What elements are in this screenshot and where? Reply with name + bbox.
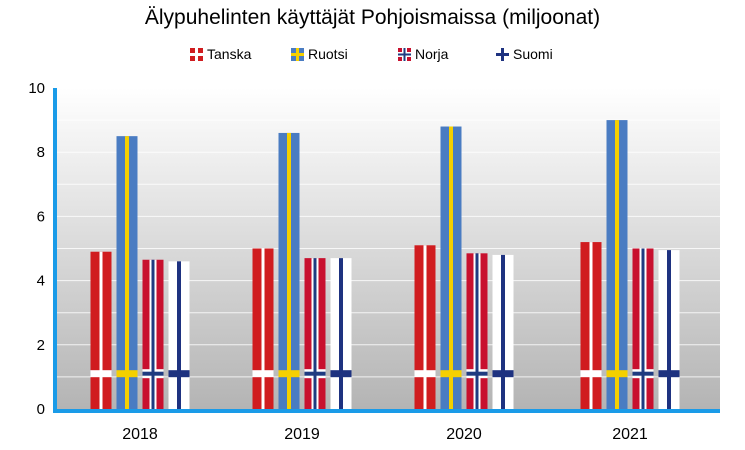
norway-flag-icon <box>398 47 411 61</box>
bar-cross-v <box>423 245 427 409</box>
sweden-flag-icon <box>291 47 304 61</box>
bar-sweden-2018 <box>116 136 138 409</box>
bar-finland-2020 <box>492 254 514 409</box>
denmark-flag-icon <box>190 47 203 61</box>
bar-sweden-2021 <box>606 120 628 409</box>
x-axis-line <box>53 409 720 413</box>
y-tick-labels: 0 2 4 6 8 10 <box>28 80 45 418</box>
bar-cross-v <box>615 120 619 409</box>
bar-sweden-2019 <box>278 132 300 409</box>
bar-cross-h <box>440 370 462 378</box>
bar-cross-h <box>330 370 352 378</box>
y-tick-label: 0 <box>37 401 45 418</box>
y-tick-label: 2 <box>37 337 45 354</box>
bar-cross-v-inner <box>151 259 155 409</box>
bar-denmark-2018 <box>90 251 112 409</box>
bar-cross-h <box>414 370 436 378</box>
bar-cross-v <box>177 261 181 409</box>
bar-cross-v <box>501 254 505 409</box>
legend: Tanska Ruotsi Norja Suomi <box>0 46 745 66</box>
bar-cross-h <box>168 370 190 378</box>
legend-label-norja: Norja <box>415 46 449 62</box>
axes <box>53 88 720 413</box>
legend-item-tanska: Tanska <box>190 46 251 62</box>
bar-cross-v-inner <box>313 258 317 409</box>
bar-cross-v <box>589 242 593 409</box>
bar-cross-v <box>99 251 103 409</box>
bar-denmark-2019 <box>252 248 274 409</box>
bar-finland-2018 <box>168 261 190 409</box>
legend-item-norja: Norja <box>398 46 448 62</box>
x-tick-label: 2019 <box>284 426 320 443</box>
bar-cross-h <box>252 370 274 378</box>
bar-finland-2019 <box>330 258 352 409</box>
chart-title: Älypuhelinten käyttäjät Pohjoismaissa (m… <box>144 6 601 29</box>
y-axis-line <box>53 88 57 412</box>
legend-item-ruotsi: Ruotsi <box>291 46 348 62</box>
legend-label-suomi: Suomi <box>513 46 553 62</box>
y-tick-label: 6 <box>37 208 45 225</box>
bar-cross-v <box>261 248 265 409</box>
bar-cross-h-inner <box>632 371 654 376</box>
bar-cross-v-inner <box>475 253 479 409</box>
x-tick-labels: 2018 2019 2020 2021 <box>122 426 648 443</box>
bar-cross-v-inner <box>641 248 645 409</box>
bar-cross-h <box>492 370 514 378</box>
x-tick-label: 2021 <box>612 426 648 443</box>
bar-cross-h <box>90 370 112 378</box>
bar-norway-2020 <box>466 253 488 409</box>
bar-norway-2019 <box>304 258 326 409</box>
bar-sweden-2020 <box>440 126 462 410</box>
bar-cross-v <box>125 136 129 409</box>
y-tick-label: 8 <box>37 144 45 161</box>
y-tick-label: 10 <box>28 80 45 97</box>
bar-denmark-2021 <box>580 242 602 409</box>
finland-flag-icon <box>496 47 509 61</box>
bar-cross-h <box>278 370 300 378</box>
legend-label-ruotsi: Ruotsi <box>308 46 348 62</box>
bar-cross-h-inner <box>304 371 326 376</box>
bar-finland-2021 <box>658 250 680 409</box>
bars <box>90 120 680 410</box>
bar-cross-v <box>667 250 671 409</box>
y-tick-label: 4 <box>37 273 45 290</box>
legend-item-suomi: Suomi <box>496 46 553 62</box>
bar-cross-h <box>606 370 628 378</box>
bar-norway-2021 <box>632 248 654 409</box>
legend-label-tanska: Tanska <box>207 46 252 62</box>
x-tick-label: 2018 <box>122 426 158 443</box>
bar-norway-2018 <box>142 259 164 409</box>
bar-cross-h <box>580 370 602 378</box>
bar-cross-h-inner <box>142 371 164 376</box>
bar-cross-h <box>116 370 138 378</box>
bar-denmark-2020 <box>414 245 436 409</box>
bar-cross-h <box>658 370 680 378</box>
bar-cross-v <box>449 126 453 410</box>
bar-cross-h-inner <box>466 371 488 376</box>
bar-cross-v <box>287 132 291 409</box>
x-tick-label: 2020 <box>446 426 482 443</box>
bar-cross-v <box>339 258 343 409</box>
